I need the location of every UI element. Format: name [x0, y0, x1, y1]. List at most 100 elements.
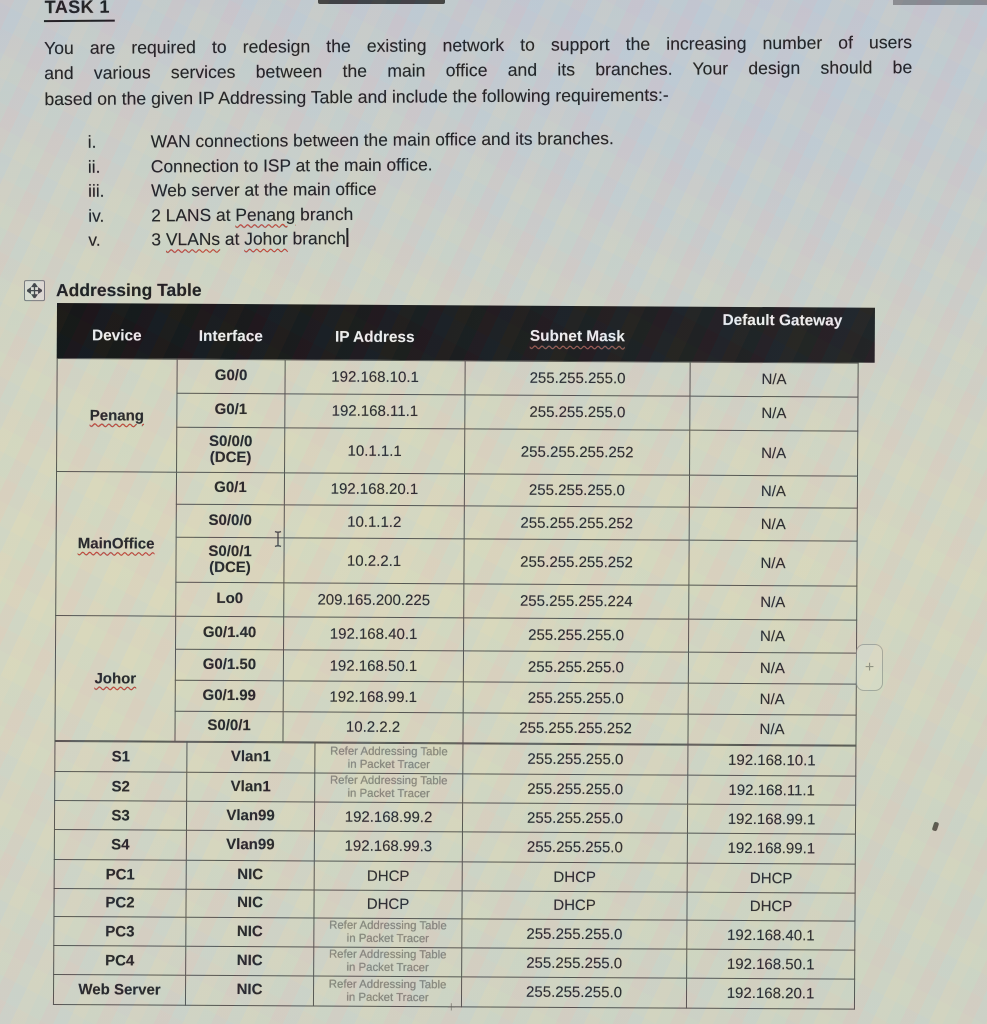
cell-subnet[interactable]: 255.255.255.252: [464, 428, 690, 476]
cell-gateway[interactable]: 192.168.10.1: [687, 745, 856, 777]
cell-subnet[interactable]: 255.255.255.0: [462, 802, 688, 834]
cell-subnet[interactable]: 255.255.255.0: [463, 650, 689, 684]
cell-subnet[interactable]: 255.255.255.0: [461, 947, 687, 979]
cell-subnet[interactable]: 255.255.255.252: [463, 538, 690, 586]
cell-gateway[interactable]: 192.168.50.1: [686, 949, 855, 980]
cell-subnet[interactable]: DHCP: [462, 861, 688, 893]
cell-subnet[interactable]: DHCP: [461, 890, 688, 921]
requirement-item[interactable]: v. 3 VLANs at Johor branch: [88, 223, 808, 253]
cell-gateway[interactable]: 192.168.20.1: [686, 978, 855, 1010]
cell-gateway[interactable]: N/A: [688, 540, 858, 587]
cell-interface[interactable]: Vlan99: [186, 801, 315, 831]
cell-ip[interactable]: 10.2.2.1: [283, 537, 465, 584]
requirement-text[interactable]: 3 VLANs at Johor branch: [151, 226, 349, 252]
cell-device[interactable]: S4: [54, 829, 187, 861]
requirement-text[interactable]: Web server at the main office: [150, 178, 377, 201]
cell-gateway[interactable]: 192.168.40.1: [686, 920, 855, 951]
cell-gateway[interactable]: N/A: [689, 507, 858, 542]
requirement-text[interactable]: WAN connections between the main office …: [150, 128, 614, 152]
cell-subnet[interactable]: 255.255.255.0: [461, 918, 687, 950]
cell-gateway[interactable]: N/A: [689, 362, 859, 398]
cell-ip[interactable]: 10.2.2.2: [282, 711, 464, 743]
cell-subnet[interactable]: 255.255.255.252: [464, 505, 690, 541]
cell-ip[interactable]: DHCP: [313, 889, 463, 919]
cell-ip[interactable]: Refer Addressing Table in Packet Tracer: [313, 946, 462, 977]
cell-ip[interactable]: 10.1.1.1: [284, 427, 465, 474]
cell-interface[interactable]: NIC: [185, 889, 315, 918]
column-header-default-gateway[interactable]: Default Gateway: [722, 311, 843, 330]
document-title[interactable]: TASK 1: [43, 0, 115, 23]
requirement-text[interactable]: Connection to ISP at the main office.: [150, 153, 433, 176]
cell-device[interactable]: PC3: [53, 916, 186, 947]
cell-ip[interactable]: 192.168.20.1: [284, 472, 465, 506]
cell-gateway[interactable]: 192.168.99.1: [687, 804, 856, 835]
cell-gateway[interactable]: 192.168.99.1: [687, 833, 856, 865]
column-header-subnet-mask[interactable]: Subnet Mask: [529, 327, 625, 346]
cell-device[interactable]: MainOffice: [55, 471, 177, 617]
cell-gateway[interactable]: N/A: [687, 714, 857, 746]
cell-ip[interactable]: 192.168.99.2: [314, 801, 463, 832]
cell-ip[interactable]: 192.168.99.1: [283, 680, 464, 713]
cell-device[interactable]: PC2: [53, 888, 187, 918]
cell-interface[interactable]: NIC: [185, 946, 314, 976]
cell-gateway[interactable]: N/A: [688, 585, 857, 621]
cell-device[interactable]: PC1: [54, 859, 187, 890]
cell-device[interactable]: S1: [54, 741, 187, 773]
cell-device[interactable]: Penang: [56, 358, 178, 473]
cell-ip[interactable]: 192.168.50.1: [283, 649, 464, 682]
cell-interface[interactable]: S0/0/0 (DCE): [176, 427, 285, 473]
cell-device[interactable]: Web Server: [53, 974, 186, 1006]
cell-interface[interactable]: G0/1.50: [175, 649, 284, 681]
cell-interface[interactable]: NIC: [186, 860, 315, 890]
cell-gateway[interactable]: N/A: [688, 619, 857, 654]
cell-subnet[interactable]: 255.255.255.252: [462, 712, 689, 745]
cell-interface[interactable]: G0/1: [176, 393, 285, 428]
cell-ip[interactable]: Refer Addressing Table in Packet Tracer: [314, 772, 463, 803]
cell-interface[interactable]: G0/0: [176, 359, 286, 394]
cell-device[interactable]: PC4: [53, 945, 186, 976]
cell-subnet[interactable]: 255.255.255.0: [463, 617, 689, 653]
cell-ip[interactable]: 10.1.1.2: [284, 504, 465, 539]
cell-interface[interactable]: NIC: [185, 917, 314, 947]
requirement-text[interactable]: 2 LANS at Penang branch: [151, 203, 354, 226]
cell-interface[interactable]: Vlan99: [186, 830, 315, 861]
cell-device[interactable]: Johor: [54, 615, 176, 742]
cell-ip[interactable]: Refer Addressing Table in Packet Tracer: [314, 742, 463, 774]
cell-device[interactable]: S2: [54, 771, 187, 802]
cell-gateway[interactable]: N/A: [689, 396, 858, 432]
cell-ip[interactable]: 192.168.11.1: [284, 393, 465, 429]
column-header-ip-address[interactable]: IP Address: [334, 328, 415, 347]
cell-interface[interactable]: G0/1.40: [175, 616, 284, 650]
intro-paragraph[interactable]: You are required to redesign the existin…: [44, 30, 913, 112]
cell-subnet[interactable]: 255.255.255.0: [462, 743, 688, 776]
table-move-handle[interactable]: [23, 280, 46, 302]
cell-interface[interactable]: S0/0/0: [176, 504, 285, 538]
cell-subnet[interactable]: 255.255.255.0: [464, 360, 691, 397]
cell-gateway[interactable]: N/A: [688, 683, 857, 716]
cell-gateway[interactable]: DHCP: [686, 892, 856, 922]
cell-ip[interactable]: 192.168.10.1: [284, 359, 466, 395]
cell-subnet[interactable]: 255.255.255.0: [464, 473, 690, 508]
cell-gateway[interactable]: N/A: [689, 430, 858, 477]
cell-ip[interactable]: Refer Addressing Table in Packet Tracer: [313, 975, 462, 1007]
cell-interface[interactable]: Vlan1: [186, 772, 315, 802]
cell-gateway[interactable]: N/A: [689, 475, 858, 509]
cell-ip[interactable]: 192.168.40.1: [283, 616, 464, 651]
cell-device[interactable]: S3: [54, 800, 187, 831]
cell-gateway[interactable]: 192.168.11.1: [687, 775, 856, 806]
cell-subnet[interactable]: 255.255.255.0: [463, 681, 689, 715]
cell-ip[interactable]: Refer Addressing Table in Packet Tracer: [313, 917, 462, 948]
cell-interface[interactable]: Lo0: [175, 582, 284, 617]
addressing-table-heading[interactable]: Addressing Table: [55, 279, 202, 301]
cell-subnet[interactable]: 255.255.255.0: [464, 394, 690, 431]
cell-interface[interactable]: Vlan1: [186, 742, 315, 773]
cell-gateway[interactable]: N/A: [688, 652, 857, 685]
cell-subnet[interactable]: 255.255.255.0: [462, 773, 688, 805]
cell-interface[interactable]: G0/1.99: [175, 680, 284, 712]
cell-interface[interactable]: S0/0/1 (DCE): [175, 537, 285, 583]
cell-interface[interactable]: S0/0/1: [174, 711, 284, 742]
cell-ip[interactable]: DHCP: [314, 860, 463, 891]
table-insert-handle[interactable]: +: [856, 644, 883, 691]
cell-interface[interactable]: NIC: [185, 975, 314, 1006]
cell-ip[interactable]: 192.168.99.3: [314, 830, 463, 862]
